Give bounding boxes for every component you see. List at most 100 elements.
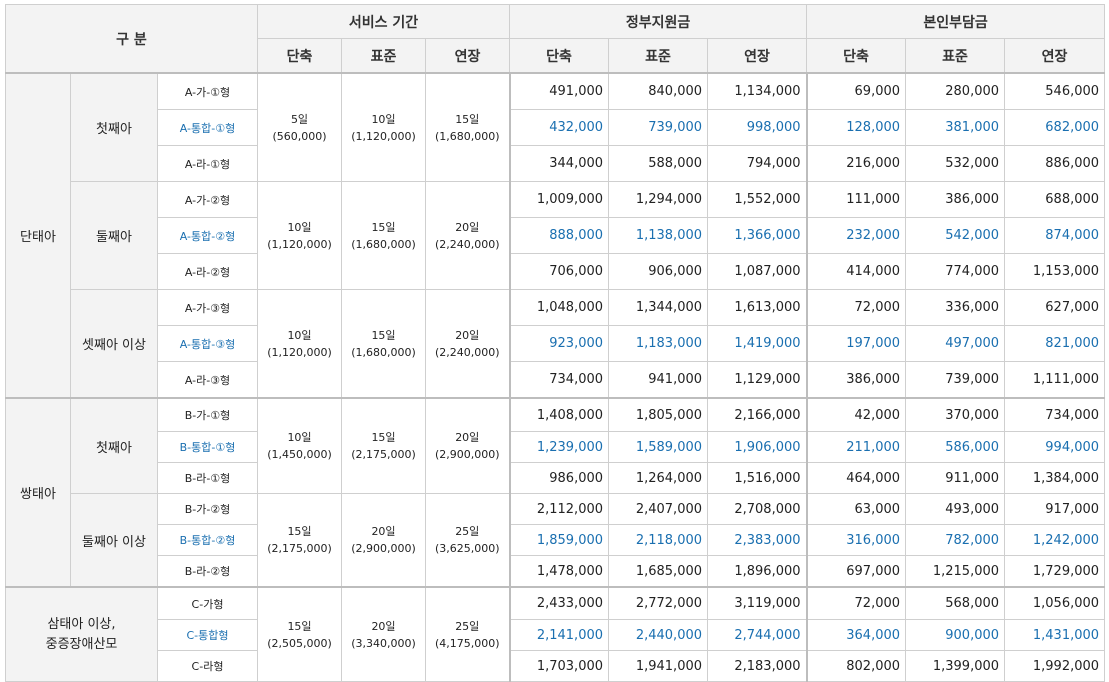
service-period-cell: 10일 (1,450,000) (257, 397, 342, 494)
self-pay-value: 216,000 (805, 145, 907, 182)
gov-support-value: 998,000 (707, 109, 808, 146)
self-pay-value: 232,000 (805, 217, 907, 254)
service-period-cell: 20일 (2,900,000) (341, 493, 426, 588)
gov-support-value: 906,000 (608, 253, 709, 290)
self-pay-value: 381,000 (905, 109, 1006, 146)
gov-support-value: 1,859,000 (508, 524, 610, 556)
self-pay-value: 821,000 (1004, 325, 1106, 362)
gov-support-value: 2,112,000 (508, 493, 610, 525)
period-days: 10일 (287, 328, 312, 342)
gov-support-value: 1,134,000 (707, 72, 808, 110)
service-type: B-라-②형 (157, 555, 258, 588)
period-days: 15일 (371, 220, 396, 234)
service-type: A-통합-③형 (157, 325, 258, 362)
period-amount: (2,175,000) (267, 542, 332, 555)
self-pay-value: 316,000 (805, 524, 907, 556)
table-row: B-라-②형 1,478,000 1,685,000 1,896,000 697,000… (6, 555, 1106, 588)
self-pay-value: 1,153,000 (1004, 253, 1106, 290)
gov-standard-header: 표준 (608, 38, 709, 74)
period-days: 20일 (455, 431, 480, 444)
self-pay-value: 211,000 (805, 431, 907, 463)
table-row: 둘째아 A-가-②형 10일 (1,120,000) 15일 (1,680,000) 20일… (6, 181, 1106, 290)
gov-support-value: 2,440,000 (608, 619, 709, 651)
gov-support-value: 739,000 (608, 109, 709, 146)
service-type: A-가-①형 (157, 72, 258, 110)
service-type: B-통합-①형 (157, 431, 258, 463)
period-days: 20일 (455, 220, 480, 234)
gov-support-value: 1,183,000 (608, 325, 709, 362)
period-amount: (1,120,000) (267, 345, 332, 359)
service-type: B-라-①형 (157, 462, 258, 494)
period-amount: (1,680,000) (351, 345, 416, 359)
gov-support-value: 432,000 (508, 109, 610, 146)
self-pay-value: 197,000 (805, 325, 907, 362)
service-period-cell: 20일 (2,900,000) (424, 397, 511, 494)
gov-support-value: 706,000 (508, 253, 610, 290)
self-pay-value: 414,000 (805, 253, 907, 290)
period-amount: (3,340,000) (351, 636, 416, 650)
self-pay-value: 111,000 (805, 181, 907, 218)
self-pay-value: 911,000 (905, 462, 1006, 494)
gov-support-value: 1,239,000 (508, 431, 610, 463)
period-days: 5일 (290, 112, 309, 126)
period-amount: (3,625,000) (434, 542, 500, 555)
service-type: A-가-③형 (157, 289, 258, 326)
service-period-cell: 15일 (2,175,000) (341, 397, 426, 494)
gov-support-value: 986,000 (508, 462, 610, 494)
self-pay-value: 336,000 (905, 289, 1006, 326)
table-row: C-라형 1,703,000 1,941,000 2,183,000 802,000 1,… (6, 650, 1106, 682)
self-pay-value: 370,000 (905, 397, 1006, 432)
period-days: 15일 (371, 431, 396, 444)
self-pay-value: 364,000 (805, 619, 907, 651)
gov-support-value: 588,000 (608, 145, 709, 182)
table-row: C-통합형 2,141,000 2,440,000 2,744,000 364,000 9… (6, 619, 1106, 651)
gov-support-value: 1,048,000 (508, 289, 610, 326)
self-pay-value: 546,000 (1004, 72, 1106, 110)
gov-support-value: 2,772,000 (608, 586, 709, 620)
self-pay-value: 386,000 (805, 361, 907, 399)
period-days: 15일 (371, 328, 396, 342)
self-pay-header: 본인부담금 (806, 4, 1106, 39)
gov-support-value: 1,138,000 (608, 217, 709, 254)
self-pay-value: 386,000 (905, 181, 1006, 218)
self-pay-value: 497,000 (905, 325, 1006, 362)
period-amount: (4,175,000) (434, 636, 500, 650)
period-days: 25일 (455, 619, 480, 633)
service-period-cell: 10일 (1,120,000) (341, 72, 426, 182)
self-pay-value: 734,000 (1004, 397, 1106, 432)
table-row: A-라-②형 706,000 906,000 1,087,000 414,000 774,… (6, 253, 1106, 290)
gov-support-value: 1,589,000 (608, 431, 709, 463)
period-amount: (1,680,000) (434, 129, 500, 143)
self-pay-value: 682,000 (1004, 109, 1106, 146)
self-pay-value: 69,000 (805, 72, 907, 110)
period-standard-header: 표준 (341, 38, 426, 74)
self-pay-value: 886,000 (1004, 145, 1106, 182)
table-row: 단태아 첫째아 A-가-①형 5일 (560,000) 10일 (1,120,000) 15일… (5, 72, 1106, 399)
gov-support-value: 2,708,000 (707, 493, 808, 525)
self-pay-value: 994,000 (1004, 431, 1106, 463)
table-row: 삼태아 이상, 중증장애산모 C-가형 15일 (2,505,000) 20일 (3,340… (5, 586, 1106, 682)
service-period-cell: 10일 (1,120,000) (257, 289, 342, 399)
service-period-cell: 25일 (4,175,000) (424, 586, 511, 682)
self-pay-value: 63,000 (805, 493, 907, 525)
service-type: A-라-①형 (157, 145, 258, 182)
self-pay-value: 586,000 (905, 431, 1006, 463)
period-days: 10일 (287, 431, 312, 444)
gov-support-value: 2,383,000 (707, 524, 808, 556)
self-pay-value: 464,000 (805, 462, 907, 494)
service-period-cell: 20일 (2,240,000) (424, 181, 511, 290)
gov-support-value: 2,166,000 (707, 397, 808, 432)
group-label-line: 삼태아 이상, (47, 616, 116, 632)
gov-support-header: 정부지원금 (509, 4, 808, 39)
table-row: A-라-①형 344,000 588,000 794,000 216,000 532,00… (6, 145, 1106, 182)
table-row: B-통합-①형 1,239,000 1,589,000 1,906,000 211,00… (6, 431, 1106, 463)
gov-support-value: 794,000 (707, 145, 808, 182)
self-short-header: 단축 (806, 38, 907, 74)
group-label: 쌍태아 (5, 397, 71, 588)
self-pay-value: 782,000 (905, 524, 1006, 556)
period-amount: (560,000) (272, 129, 327, 143)
gov-support-value: 1,408,000 (508, 397, 610, 432)
gov-support-value: 491,000 (508, 72, 610, 110)
self-pay-value: 874,000 (1004, 217, 1106, 254)
gov-support-value: 941,000 (608, 361, 709, 399)
